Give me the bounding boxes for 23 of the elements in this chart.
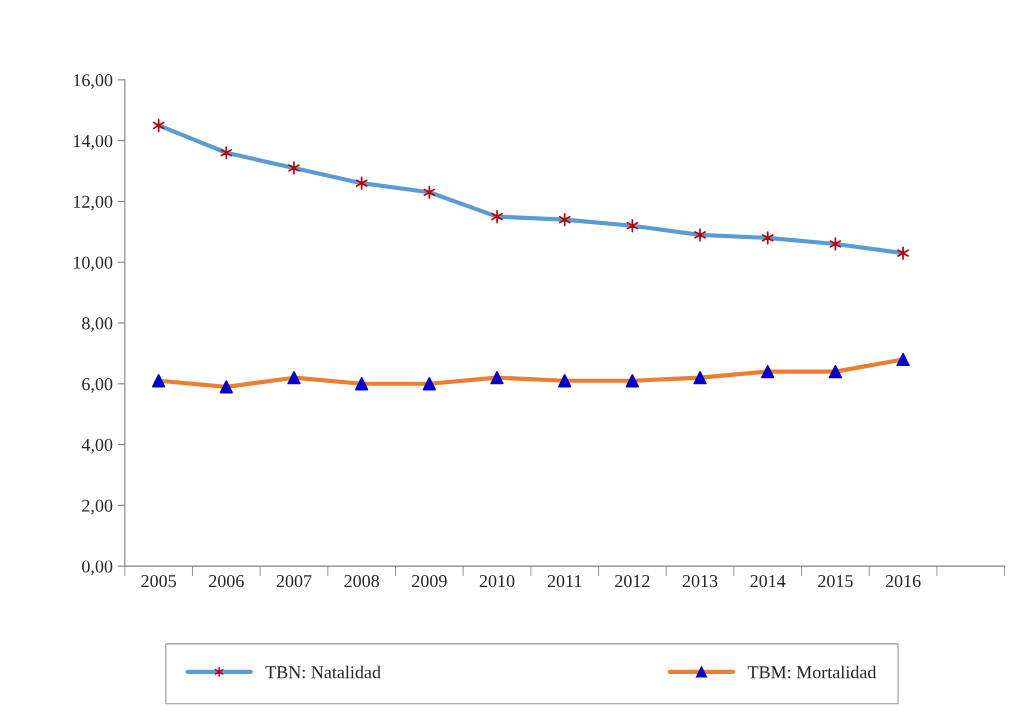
x-tick-label: 2010 <box>479 574 515 588</box>
legend-label: TBM: Mortalidad <box>747 665 877 679</box>
x-tick-label: 2008 <box>344 574 380 588</box>
x-tick-label: 2005 <box>141 574 176 588</box>
x-tick-label: 2007 <box>276 574 312 588</box>
y-tick-label: 8,00 <box>82 317 113 333</box>
x-tick-label: 2013 <box>682 574 718 588</box>
x-tick-label: 2015 <box>818 574 853 588</box>
legend-label: TBN: Natalidad <box>265 665 381 679</box>
x-tick-label: 2016 <box>885 574 921 588</box>
y-tick-label: 4,00 <box>81 438 113 454</box>
y-tick-label: 10,00 <box>73 256 113 272</box>
x-tick-label: 2006 <box>209 574 244 588</box>
y-tick-label: 16,00 <box>73 74 113 89</box>
y-tick-label: 14,00 <box>73 134 113 150</box>
y-tick-label: 2,00 <box>82 499 113 515</box>
y-tick-label: 6,00 <box>82 378 113 393</box>
y-tick-label: 0,00 <box>82 560 113 576</box>
x-tick-label: 2012 <box>615 574 650 588</box>
x-tick-label: 2011 <box>547 574 582 588</box>
x-tick-label: 2009 <box>412 574 447 588</box>
y-tick-label: 12,00 <box>73 195 113 211</box>
x-tick-label: 2014 <box>750 574 786 588</box>
